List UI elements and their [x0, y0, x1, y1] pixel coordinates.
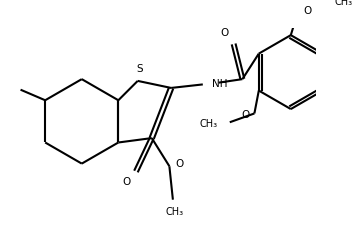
Text: O: O: [220, 28, 228, 38]
Text: O: O: [303, 6, 312, 15]
Text: CH₃: CH₃: [199, 119, 217, 129]
Text: S: S: [136, 64, 143, 74]
Text: O: O: [176, 160, 184, 169]
Text: NH: NH: [212, 79, 227, 89]
Text: O: O: [122, 177, 131, 187]
Text: CH₃: CH₃: [166, 207, 184, 217]
Text: O: O: [242, 110, 250, 120]
Text: CH₃: CH₃: [335, 0, 353, 7]
